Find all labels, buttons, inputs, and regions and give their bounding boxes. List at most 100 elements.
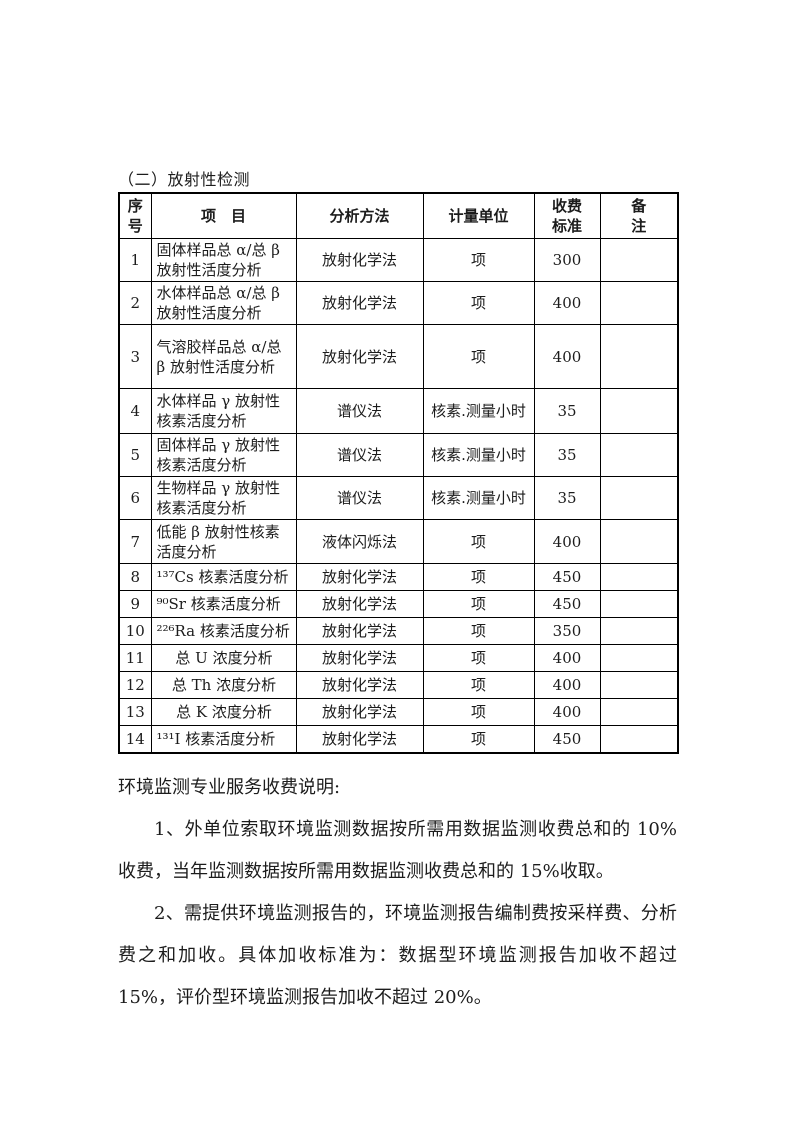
table-row: 4 水体样品 γ 放射性核素活度分析 谱仪法 核素.测量小时 35 [118, 388, 679, 434]
cell-fee: 35 [533, 388, 601, 434]
column-header-no: 序 号 [118, 192, 152, 239]
cell-no: 12 [118, 671, 152, 699]
table-row: 1 固体样品总 α/总 β 放射性活度分析 放射化学法项 300 [118, 238, 679, 282]
table-row: 2 水体样品总 α/总 β 放射性活度分析 放射化学法项 400 [118, 281, 679, 325]
cell-note [599, 698, 679, 726]
table-row: 10 ²²⁶Ra 核素活度分析 放射化学法项 350 [118, 617, 679, 645]
cell-no: 13 [118, 698, 152, 726]
cell-unit: 核素.测量小时 [422, 433, 535, 477]
cell-method: 放射化学法 [295, 238, 424, 282]
table-row: 7 低能 β 放射性核素活度分析 液体闪烁法项 400 [118, 519, 679, 564]
cell-note [599, 238, 679, 282]
cell-unit: 核素.测量小时 [422, 388, 535, 434]
cell-item: 总 K 浓度分析 [150, 698, 297, 726]
cell-item: ¹³⁷Cs 核素活度分析 [150, 563, 297, 591]
cell-note [599, 725, 679, 753]
cell-method: 谱仪法 [295, 433, 424, 477]
radioactivity-fee-table: 序 号项 目分析方法 计量单位 收费 标准备 注 1 固体样品总 α/总 β 放射性活… [118, 192, 679, 754]
cell-item: 气溶胶样品总 α/总 β 放射性活度分析 [150, 324, 297, 389]
cell-item: 低能 β 放射性核素活度分析 [150, 519, 297, 564]
table-row: 3 气溶胶样品总 α/总 β 放射性活度分析 放射化学法项 400 [118, 324, 679, 389]
cell-unit: 核素.测量小时 [422, 476, 535, 520]
cell-no: 9 [118, 590, 152, 618]
cell-item: 水体样品 γ 放射性核素活度分析 [150, 388, 297, 434]
section-title: （二）放射性检测 [118, 170, 251, 189]
notes-title: 环境监测专业服务收费说明: [118, 776, 341, 798]
cell-note [599, 590, 679, 618]
table-row: 5 固体样品 γ 放射性核素活度分析 谱仪法 核素.测量小时 35 [118, 433, 679, 477]
column-header-unit: 计量单位 [422, 192, 535, 239]
note-paragraph-1: 1、外单位索取环境监测数据按所需用数据监测收费总和的 10%收费，当年监测数据按… [118, 818, 677, 882]
cell-no: 2 [118, 281, 152, 325]
cell-unit: 项 [422, 725, 535, 753]
cell-method: 放射化学法 [295, 725, 424, 753]
cell-note [599, 281, 679, 325]
table-row: 13 总 K 浓度分析 放射化学法项 400 [118, 698, 679, 726]
cell-method: 谱仪法 [295, 388, 424, 434]
cell-note [599, 519, 679, 564]
cell-item: 总 U 浓度分析 [150, 644, 297, 672]
cell-note [599, 388, 679, 434]
table-header-row: 序 号项 目分析方法 计量单位 收费 标准备 注 [118, 192, 679, 239]
cell-fee: 450 [533, 590, 601, 618]
cell-fee: 450 [533, 563, 601, 591]
cell-fee: 400 [533, 519, 601, 564]
cell-fee: 400 [533, 324, 601, 389]
page-content: （二）放射性检测 序 号项 目分析方法 计量单位 收费 标准备 注 1 固体样品总 α… [118, 170, 679, 1019]
cell-unit: 项 [422, 281, 535, 325]
cell-item: 固体样品总 α/总 β 放射性活度分析 [150, 238, 297, 282]
cell-item: 水体样品总 α/总 β 放射性活度分析 [150, 281, 297, 325]
column-header-method: 分析方法 [295, 192, 424, 239]
cell-method: 谱仪法 [295, 476, 424, 520]
cell-unit: 项 [422, 617, 535, 645]
cell-method: 放射化学法 [295, 671, 424, 699]
table-row: 11 总 U 浓度分析 放射化学法项 400 [118, 644, 679, 672]
notes-section: 环境监测专业服务收费说明: 1、外单位索取环境监测数据按所需用数据监测收费总和的… [118, 767, 677, 1019]
cell-method: 液体闪烁法 [295, 519, 424, 564]
cell-note [599, 476, 679, 520]
cell-fee: 400 [533, 281, 601, 325]
cell-note [599, 671, 679, 699]
cell-note [599, 433, 679, 477]
cell-unit: 项 [422, 644, 535, 672]
cell-note [599, 617, 679, 645]
cell-unit: 项 [422, 590, 535, 618]
table-row: 9 ⁹⁰Sr 核素活度分析 放射化学法项 450 [118, 590, 679, 618]
cell-item: 生物样品 γ 放射性核素活度分析 [150, 476, 297, 520]
cell-unit: 项 [422, 671, 535, 699]
cell-no: 5 [118, 433, 152, 477]
cell-no: 1 [118, 238, 152, 282]
column-header-item: 项 目 [150, 192, 297, 239]
cell-no: 6 [118, 476, 152, 520]
column-header-fee: 收费 标准 [533, 192, 601, 239]
cell-fee: 400 [533, 698, 601, 726]
cell-method: 放射化学法 [295, 563, 424, 591]
cell-method: 放射化学法 [295, 644, 424, 672]
cell-unit: 项 [422, 238, 535, 282]
cell-method: 放射化学法 [295, 617, 424, 645]
cell-fee: 350 [533, 617, 601, 645]
cell-no: 7 [118, 519, 152, 564]
cell-method: 放射化学法 [295, 281, 424, 325]
cell-unit: 项 [422, 698, 535, 726]
cell-item: ²²⁶Ra 核素活度分析 [150, 617, 297, 645]
cell-item: ¹³¹I 核素活度分析 [150, 725, 297, 753]
table-row: 14 ¹³¹I 核素活度分析 放射化学法项 450 [118, 725, 679, 753]
cell-item: 固体样品 γ 放射性核素活度分析 [150, 433, 297, 477]
column-header-note: 备 注 [599, 192, 679, 239]
cell-fee: 400 [533, 644, 601, 672]
cell-item: 总 Th 浓度分析 [150, 671, 297, 699]
table-row: 6 生物样品 γ 放射性核素活度分析 谱仪法 核素.测量小时 35 [118, 476, 679, 520]
cell-fee: 300 [533, 238, 601, 282]
cell-fee: 450 [533, 725, 601, 753]
table-row: 12 总 Th 浓度分析 放射化学法项 400 [118, 671, 679, 699]
cell-no: 14 [118, 725, 152, 753]
cell-unit: 项 [422, 519, 535, 564]
cell-note [599, 563, 679, 591]
cell-unit: 项 [422, 563, 535, 591]
cell-no: 10 [118, 617, 152, 645]
cell-fee: 35 [533, 476, 601, 520]
cell-no: 8 [118, 563, 152, 591]
cell-no: 4 [118, 388, 152, 434]
cell-method: 放射化学法 [295, 590, 424, 618]
